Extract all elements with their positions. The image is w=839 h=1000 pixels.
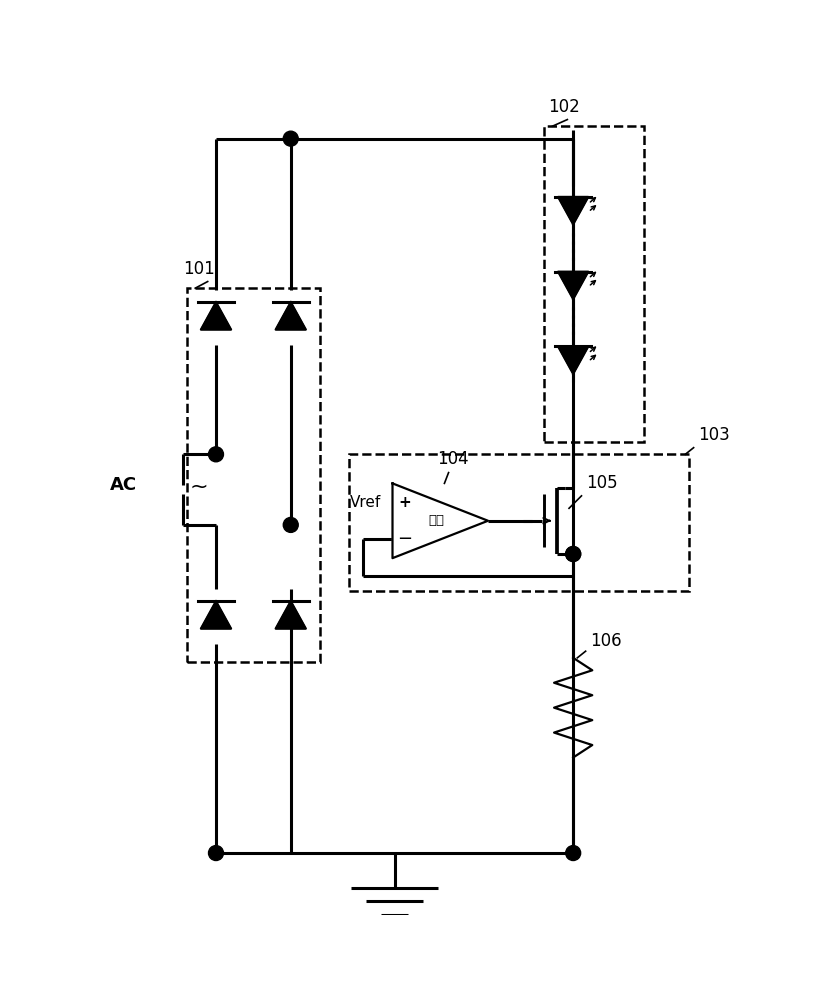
- Text: ~: ~: [190, 476, 209, 496]
- Circle shape: [565, 846, 581, 861]
- Circle shape: [284, 131, 298, 146]
- Text: 104: 104: [437, 450, 468, 468]
- Polygon shape: [558, 197, 588, 224]
- Bar: [545, 126, 644, 442]
- Text: Vref: Vref: [350, 495, 381, 510]
- Text: +: +: [399, 495, 411, 510]
- Bar: [349, 454, 690, 591]
- Circle shape: [209, 447, 223, 462]
- Text: 103: 103: [698, 426, 730, 444]
- Polygon shape: [201, 601, 231, 629]
- Circle shape: [209, 846, 223, 861]
- Polygon shape: [393, 483, 488, 558]
- Text: 101: 101: [183, 260, 215, 278]
- Text: 106: 106: [590, 632, 622, 650]
- Circle shape: [565, 547, 581, 561]
- Polygon shape: [276, 302, 306, 330]
- Circle shape: [284, 517, 298, 532]
- Text: AC: AC: [110, 476, 137, 494]
- Polygon shape: [558, 346, 588, 374]
- Circle shape: [565, 547, 581, 561]
- Polygon shape: [558, 272, 588, 299]
- Polygon shape: [201, 302, 231, 330]
- Text: 105: 105: [586, 474, 618, 492]
- Polygon shape: [276, 601, 306, 629]
- Bar: [187, 288, 320, 662]
- Text: 102: 102: [548, 98, 580, 116]
- Text: 运放: 运放: [428, 514, 444, 527]
- Text: −: −: [398, 530, 413, 548]
